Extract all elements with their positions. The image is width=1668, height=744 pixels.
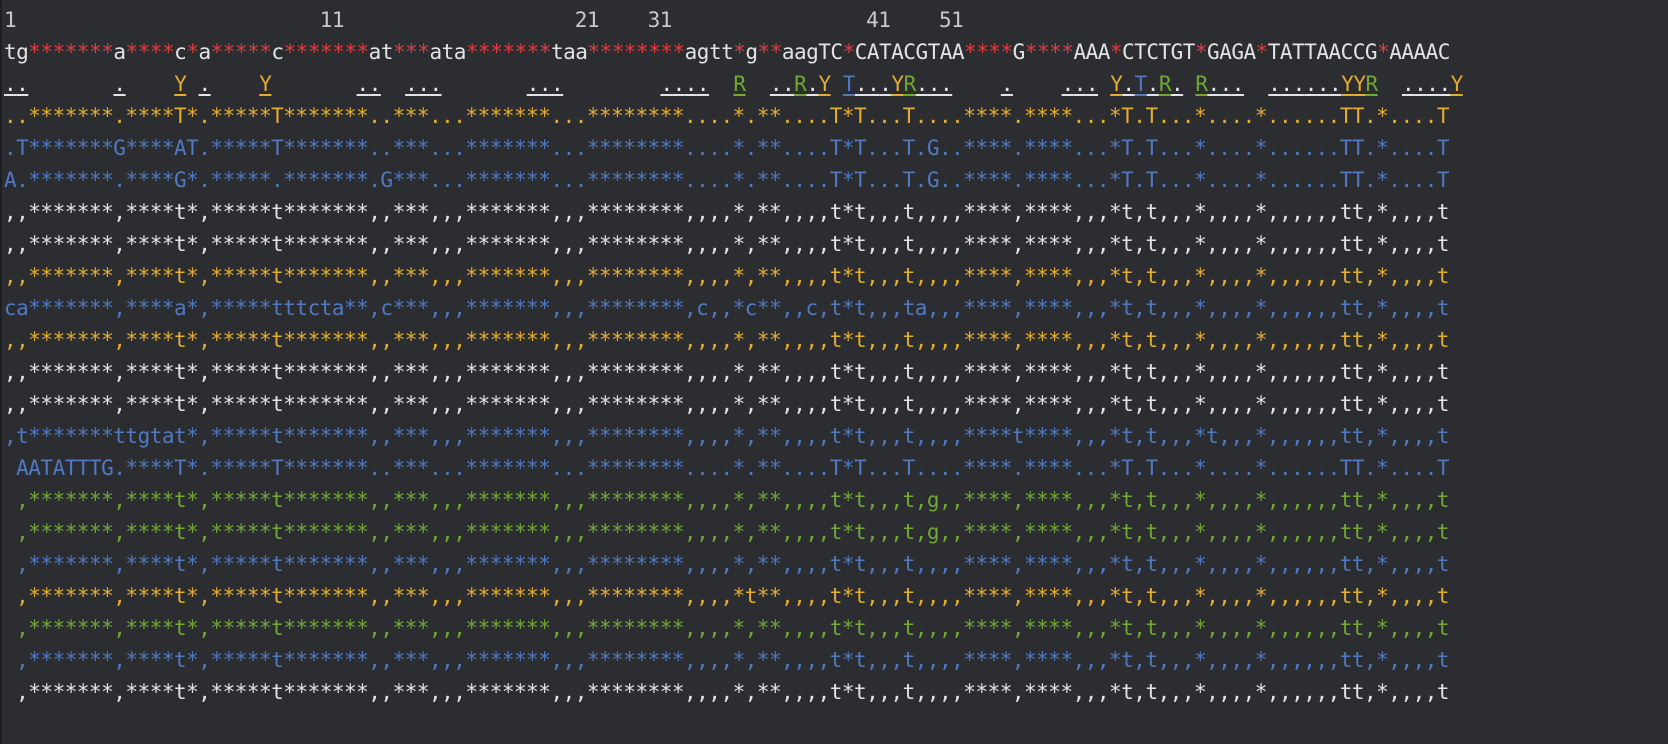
sequence-row[interactable]: ,,*******,****t*,*****t*******,,***,,,**… [4,328,1450,352]
sequence-row[interactable]: ,*******,****t*,*****t*******,,***,,,***… [4,584,1450,608]
sequence-row[interactable]: AATATTTG.****T*.*****T*******..***...***… [4,456,1450,480]
sequence-row[interactable]: ,t*******ttgtat*,*****t*******,,***,,,**… [4,424,1450,448]
sequence-row[interactable]: A.*******.****G*.*****.*******.G***...**… [4,168,1450,192]
sequence-row[interactable]: ..*******.****T*.*****T*******..***...**… [4,104,1450,128]
sequence-row[interactable]: ,,*******,****t*,*****t*******,,***,,,**… [4,200,1450,224]
sequence-row[interactable]: ca*******,****a*,*****tttcta**,c***,,,**… [4,296,1450,320]
sequence-row[interactable]: ,*******,****t*,*****t*******,,***,,,***… [4,680,1450,704]
sequence-row[interactable]: ,*******,****t*,*****t*******,,***,,,***… [4,520,1450,544]
sequence-row[interactable]: ,*******,****t*,*****t*******,,***,,,***… [4,552,1450,576]
sequence-row[interactable]: ,,*******,****t*,*****t*******,,***,,,**… [4,360,1450,384]
sequence-row[interactable]: ,,*******,****t*,*****t*******,,***,,,**… [4,264,1450,288]
sequence-row[interactable]: ,*******,****t*,*****t*******,,***,,,***… [4,648,1450,672]
sequence-row[interactable]: ,,*******,****t*,*****t*******,,***,,,**… [4,232,1450,256]
position-ruler: 1 11 21 31 41 51 [4,8,964,32]
sequence-row[interactable]: ,*******,****t*,*****t*******,,***,,,***… [4,616,1450,640]
ambiguity-annotation-row: .. . Y . Y .. ... ... .... R ..R.Y T...Y… [4,72,1463,96]
sequence-row[interactable]: ,,*******,****t*,*****t*******,,***,,,**… [4,392,1450,416]
sequence-row[interactable]: ,*******,****t*,*****t*******,,***,,,***… [4,488,1450,512]
reference-sequence-row[interactable]: tg*******a****c*a*****c*******at***ata**… [4,40,1450,64]
sequence-row[interactable]: .T*******G****AT.*****T*******..***...**… [4,136,1450,160]
